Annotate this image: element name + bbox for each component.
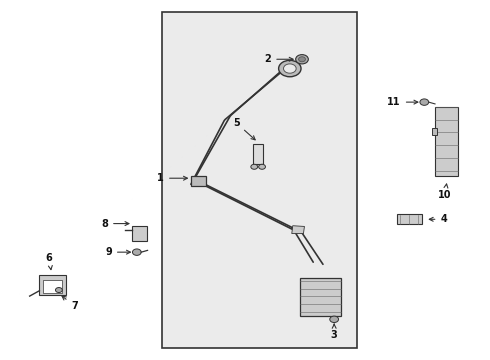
Polygon shape	[292, 226, 304, 234]
Bar	[253, 144, 263, 164]
Circle shape	[251, 164, 258, 169]
Bar	[435, 107, 459, 176]
Text: 3: 3	[331, 324, 338, 341]
Text: 1: 1	[157, 173, 187, 183]
Circle shape	[279, 60, 301, 77]
Bar	[132, 226, 147, 242]
Text: 2: 2	[265, 54, 293, 64]
Bar	[397, 214, 422, 224]
Text: 4: 4	[429, 214, 447, 224]
Text: 6: 6	[46, 253, 52, 270]
Text: 8: 8	[101, 219, 129, 229]
Circle shape	[330, 316, 339, 323]
Bar	[162, 12, 357, 348]
Circle shape	[420, 99, 429, 105]
Bar	[432, 128, 437, 135]
Bar	[39, 275, 66, 295]
Bar	[300, 278, 341, 316]
Circle shape	[298, 57, 305, 62]
Circle shape	[55, 288, 62, 293]
Text: 11: 11	[387, 97, 418, 107]
Polygon shape	[192, 176, 205, 186]
Text: 10: 10	[438, 184, 451, 201]
Circle shape	[284, 64, 296, 73]
Text: 9: 9	[105, 247, 130, 257]
Circle shape	[295, 55, 308, 64]
Text: 5: 5	[233, 118, 255, 140]
Circle shape	[132, 249, 141, 255]
Text: 7: 7	[62, 296, 78, 311]
Circle shape	[259, 164, 266, 169]
Bar	[43, 280, 62, 293]
